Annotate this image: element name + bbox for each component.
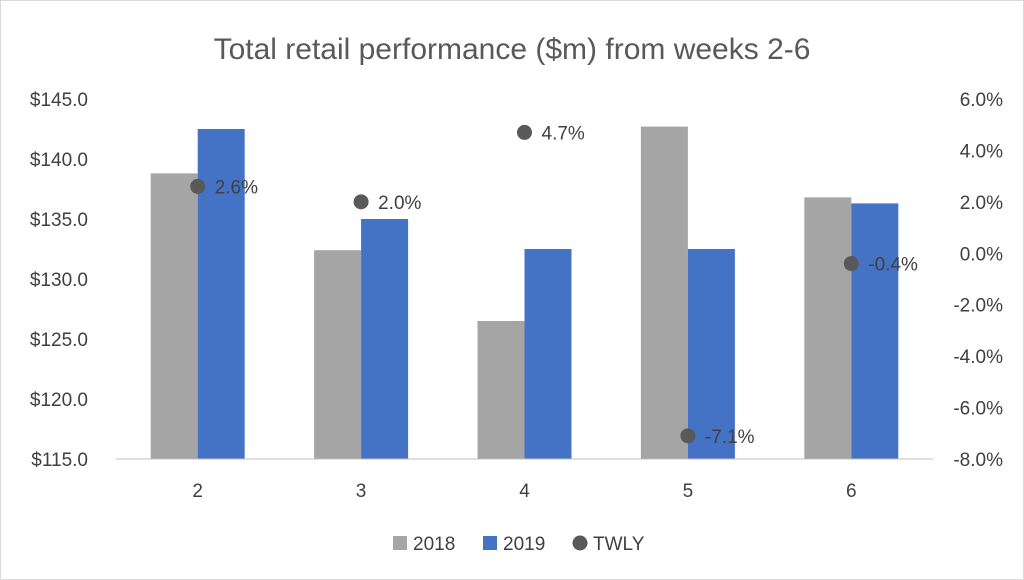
- y-right-tick-label: -2.0%: [953, 296, 1003, 317]
- legend: 2018 2019 TWLY: [393, 534, 645, 555]
- bar-2018-week-5: [640, 126, 688, 459]
- y-right-tick-label: -8.0%: [953, 450, 1003, 471]
- y-right-tick-label: 4.0%: [960, 141, 1003, 162]
- y-left-tick-label: $135.0: [30, 210, 88, 231]
- point-TWLY-week-5: [680, 428, 696, 444]
- x-tick-label: 2: [192, 481, 203, 502]
- point-TWLY-week-4: [517, 124, 532, 140]
- point-TWLY-week-2: [190, 178, 206, 194]
- bar-2018-week-4: [477, 321, 525, 459]
- chart-title: Total retail performance ($m) from weeks…: [214, 33, 811, 66]
- point-TWLY-week-3: [353, 194, 369, 210]
- y-right-tick-label: -6.0%: [953, 399, 1003, 420]
- y-left-tick-label: $115.0: [31, 450, 88, 471]
- bar-2018-week-3: [314, 250, 362, 459]
- legend-label-2019: 2019: [503, 534, 545, 555]
- point-TWLY-week-6: [843, 256, 859, 272]
- legend-label-TWLY: TWLY: [593, 534, 645, 555]
- y-right-tick-label: 2.0%: [960, 193, 1003, 214]
- bar-2019-week-2: [197, 129, 245, 459]
- bar-2019-week-4: [524, 249, 572, 459]
- y-left-tick-label: $130.0: [30, 270, 88, 291]
- y-right-tick-label: 0.0%: [960, 244, 1003, 265]
- legend-marker-2019: [483, 536, 497, 550]
- bar-2018-week-6: [804, 197, 852, 459]
- legend-label-2018: 2018: [413, 534, 455, 555]
- legend-marker-2018: [393, 536, 407, 550]
- bar-2019-week-6: [851, 203, 899, 459]
- y-left-tick-label: $120.0: [30, 390, 88, 411]
- data-label-TWLY: -0.4%: [868, 255, 918, 276]
- data-label-TWLY: 2.6%: [215, 177, 258, 198]
- x-tick-label: 5: [683, 481, 694, 502]
- x-tick-label: 6: [846, 481, 857, 502]
- y-left-tick-label: $125.0: [30, 330, 88, 351]
- plot-area: $115.0 $120.0 $125.0 $130.0 $135.0 $140.0 $145…: [30, 90, 1003, 502]
- data-label-TWLY: 4.7%: [542, 123, 585, 144]
- y-right-tick-label: -4.0%: [953, 347, 1003, 368]
- x-tick-label: 3: [356, 481, 367, 502]
- y-left-tick-label: $145.0: [30, 90, 88, 111]
- data-label-TWLY: -7.1%: [705, 427, 755, 448]
- bar-2018-week-2: [150, 173, 198, 459]
- x-tick-label: 4: [519, 481, 530, 502]
- bar-2019-week-3: [361, 219, 409, 459]
- legend-marker-TWLY: [572, 535, 588, 551]
- y-left-tick-label: $140.0: [30, 150, 88, 171]
- data-label-TWLY: 2.0%: [378, 193, 421, 214]
- y-right-tick-label: 6.0%: [960, 90, 1003, 111]
- bar-2019-week-5: [687, 249, 735, 459]
